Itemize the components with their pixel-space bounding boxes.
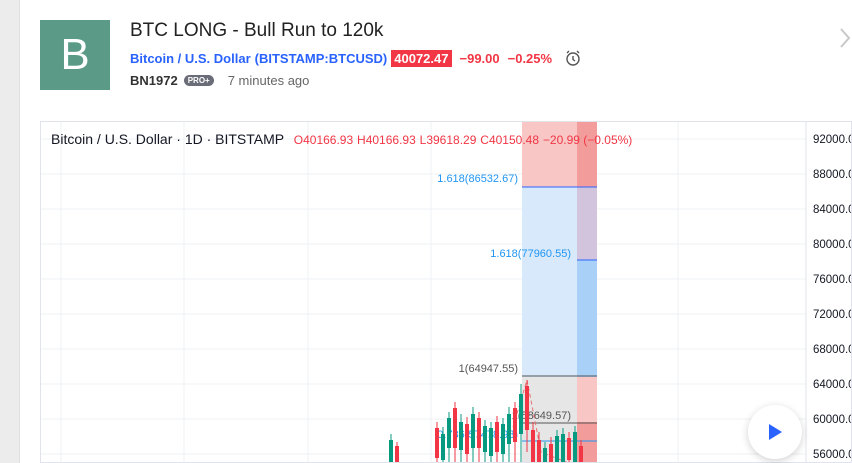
candle-body	[395, 446, 399, 462]
candle-body	[465, 424, 469, 454]
fib-label: 1(64947.55)	[459, 363, 518, 375]
play-button[interactable]	[748, 405, 802, 459]
candle-body	[441, 434, 445, 460]
price-axis-label: 68000.0	[813, 344, 852, 356]
fib-zone-blue	[522, 187, 577, 377]
candle-body	[513, 408, 517, 442]
fib-zone-blue-dark	[577, 260, 597, 377]
chevron-right-icon[interactable]	[838, 26, 852, 50]
chart-legend: Bitcoin / U.S. Dollar · 1D · BITSTAMP O4…	[51, 131, 632, 147]
legend-open: O40166.93	[293, 133, 354, 147]
candle-body	[489, 428, 493, 456]
idea-title[interactable]: BTC LONG - Bull Run to 120k	[130, 20, 384, 41]
candle-body	[573, 432, 577, 462]
candle-body	[495, 422, 499, 452]
author-name[interactable]: BN1972	[130, 73, 178, 88]
legend-close: C40150.48	[480, 133, 539, 147]
candle-body	[507, 414, 511, 444]
legend-high: H40166.93	[357, 133, 416, 147]
price-axis: 92000.0 88000.0 84000.0 80000.0 76000.0 …	[813, 134, 852, 461]
pro-badge: PRO+	[183, 75, 214, 86]
candle-body	[561, 434, 565, 462]
candle-body	[549, 444, 553, 462]
price-axis-label: 64000.0	[813, 379, 852, 391]
idea-card: B BTC LONG - Bull Run to 120k Bitcoin / …	[20, 0, 852, 463]
candle-body	[435, 428, 439, 458]
candle-body	[389, 440, 393, 462]
candle-body	[501, 424, 505, 454]
fib-zone-red-dark	[577, 122, 597, 187]
legend-low: L39618.29	[419, 133, 477, 147]
price-axis-label: 76000.0	[813, 274, 852, 286]
price-axis-label: 92000.0	[813, 134, 852, 146]
fib-zone-red-lower	[577, 377, 597, 422]
candle-body	[471, 414, 475, 448]
candle-body	[453, 408, 457, 448]
fib-zone-purple	[577, 187, 597, 260]
price-axis-label: 80000.0	[813, 239, 852, 251]
price-axis-label: 60000.0	[813, 414, 852, 426]
candles	[389, 380, 583, 462]
alarm-clock-icon[interactable]	[564, 49, 582, 67]
price-axis-label: 84000.0	[813, 204, 852, 216]
chart-grid	[41, 122, 806, 462]
price-axis-label: 88000.0	[813, 169, 852, 181]
publish-time: 7 minutes ago	[227, 73, 310, 88]
symbol-code-link[interactable]: (BITSTAMP:BTCUSD)	[254, 50, 388, 66]
candle-body	[477, 418, 481, 448]
candle-body	[567, 438, 571, 460]
candle-body	[459, 422, 463, 450]
idea-avatar[interactable]: B	[40, 20, 110, 90]
candle-body	[555, 436, 559, 462]
price-axis-label: 56000.0	[813, 449, 852, 461]
fib-label: 1.618(86532.67)	[437, 173, 518, 185]
price-change-pct: −0.25%	[507, 50, 553, 66]
candle-body	[543, 448, 547, 462]
author-line: BN1972 PRO+ 7 minutes ago	[130, 73, 309, 88]
symbol-name-link[interactable]: Bitcoin / U.S. Dollar	[130, 50, 251, 66]
candle-body	[531, 430, 535, 462]
candle-body	[537, 440, 541, 462]
chart-panel[interactable]: 1.618(86532.67) 1.618(77960.55) 1(64947.…	[40, 121, 852, 463]
chart-canvas[interactable]: 1.618(86532.67) 1.618(77960.55) 1(64947.…	[41, 122, 852, 463]
play-icon	[769, 424, 782, 440]
price-badge: 40072.47	[391, 49, 452, 67]
candle-body	[519, 394, 523, 434]
symbol-line: Bitcoin / U.S. Dollar (BITSTAMP:BTCUSD) …	[130, 49, 582, 67]
candle-body	[579, 446, 583, 462]
legend-symbol: Bitcoin / U.S. Dollar · 1D · BITSTAMP	[51, 131, 284, 147]
candle-body	[447, 418, 451, 448]
candle-body	[525, 386, 529, 430]
fib-label: 1.618(77960.55)	[490, 248, 571, 260]
fib-zone-red	[522, 122, 577, 187]
legend-change: −20.99 (−0.05%)	[542, 133, 633, 147]
left-panel-edge	[0, 0, 20, 463]
price-change-abs: −99.00	[459, 50, 500, 66]
price-axis-label: 72000.0	[813, 309, 852, 321]
candle-body	[483, 426, 487, 452]
